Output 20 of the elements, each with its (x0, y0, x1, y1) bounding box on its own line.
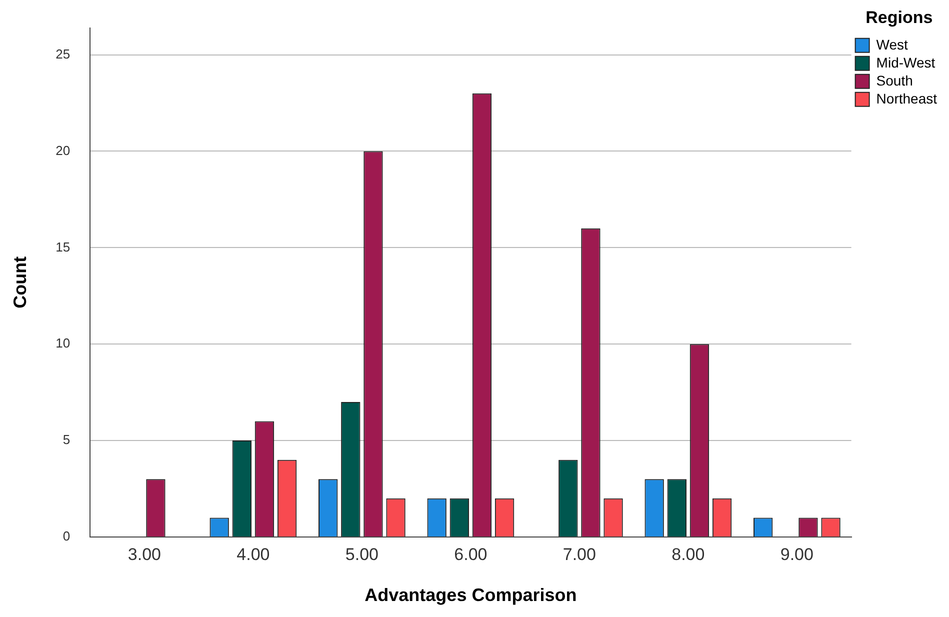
y-tick-label: 25 (56, 46, 70, 62)
legend-title: Regions (866, 8, 933, 28)
x-tick-label: 4.00 (236, 544, 270, 564)
legend-label: West (876, 36, 908, 52)
x-axis-title: Advantages Comparison (364, 585, 577, 606)
y-tick-label: 5 (62, 432, 70, 448)
y-tick-label: 10 (56, 336, 70, 351)
legend-label: Mid-West (876, 54, 936, 70)
x-tick-label: 9.00 (780, 544, 814, 564)
y-tick-label: 15 (56, 239, 70, 254)
legend-label: Northeast (876, 90, 938, 106)
x-tick-label: 5.00 (345, 544, 378, 564)
x-tick-label: 8.00 (672, 544, 705, 564)
x-tick-label: 3.00 (128, 544, 161, 564)
x-tick-label: 6.00 (454, 544, 488, 564)
y-axis-title: Count (10, 256, 30, 308)
legend-label: South (876, 72, 913, 88)
y-tick-label: 0 (62, 528, 70, 544)
x-tick-label: 7.00 (562, 544, 596, 564)
y-tick-label: 20 (56, 142, 70, 158)
